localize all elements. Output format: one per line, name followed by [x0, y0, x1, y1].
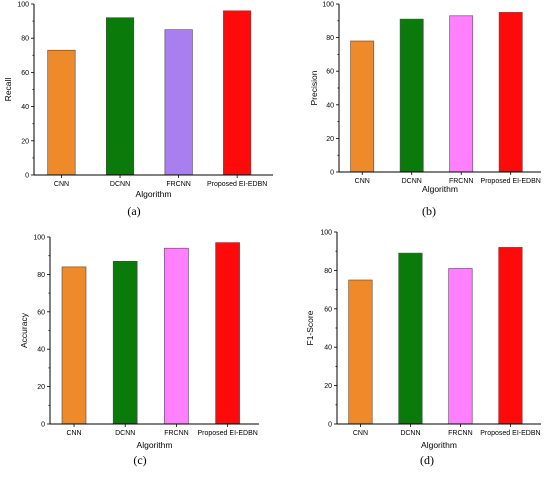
x-tick-label: CNN	[54, 181, 69, 188]
x-tick-label: FRCNN	[449, 178, 474, 185]
x-axis-title: Algorithm	[137, 440, 173, 450]
bar-dcnn	[398, 252, 423, 425]
y-tick-label: 100	[322, 2, 334, 9]
bar-frcnn	[164, 29, 193, 176]
bar-proposed-ei-edbn	[498, 247, 523, 425]
x-tick-label: Proposed EI-EDBN	[481, 178, 541, 185]
x-tick-label: Proposed EI-EDBN	[197, 430, 257, 437]
chart-panel-1: 0 20 40 60 80 100 CNN DCNN FRCNN Proposed EI-EDBN…	[3, 2, 273, 218]
y-axis-title: F1-Score	[305, 310, 315, 345]
x-tick-label: DCNN	[400, 430, 420, 437]
bar-proposed-ei-edbn	[498, 12, 523, 173]
y-tick-label: 20	[21, 138, 29, 145]
x-tick-label: DCNN	[115, 430, 135, 437]
panel-label: (c)	[133, 453, 146, 467]
x-tick-label: CNN	[353, 430, 368, 437]
bar-cnn	[350, 40, 375, 173]
x-tick-label: CNN	[66, 430, 81, 437]
y-tick-label: 60	[324, 306, 332, 313]
panel-label: (b)	[422, 204, 436, 218]
bar-dcnn	[106, 17, 135, 176]
y-tick-label: 80	[37, 272, 45, 279]
bar-cnn	[47, 49, 76, 176]
panel-label: (d)	[420, 453, 434, 467]
y-tick-label: 60	[37, 309, 45, 316]
y-tick-label: 20	[326, 136, 334, 143]
bar-frcnn	[448, 268, 473, 425]
bar-frcnn	[164, 247, 189, 425]
y-tick-label: 80	[326, 35, 334, 42]
y-tick-label: 100	[33, 235, 45, 242]
bar-proposed-ei-edbn	[223, 10, 252, 176]
bar-cnn	[61, 266, 87, 425]
y-tick-label: 100	[17, 2, 29, 9]
y-tick-label: 100	[320, 230, 332, 237]
y-axis-title: Recall	[3, 78, 13, 102]
y-tick-label: 60	[326, 69, 334, 76]
x-axis-title: Algorithm	[422, 184, 458, 194]
y-tick-label: 0	[330, 170, 334, 177]
chart-panel-4: 0 20 40 60 80 100 CNN DCNN FRCNN Proposed EI-EDBN…	[305, 230, 541, 467]
x-axis-title: Algorithm	[136, 189, 172, 199]
chart-panel-2: 0 20 40 60 80 100 CNN DCNN FRCNN Proposed EI-EDBN…	[309, 2, 541, 218]
x-tick-label: CNN	[355, 178, 370, 185]
bar-frcnn	[449, 15, 474, 173]
bar-cnn	[348, 279, 373, 425]
x-tick-label: FRCNN	[166, 181, 191, 188]
y-tick-label: 40	[37, 347, 45, 354]
bar-dcnn	[112, 260, 138, 425]
y-tick-label: 80	[324, 268, 332, 275]
x-tick-label: Proposed EI-EDBN	[207, 181, 267, 188]
bar-proposed-ei-edbn	[215, 242, 240, 425]
x-tick-label: Proposed EI-EDBN	[480, 430, 540, 437]
x-tick-label: FRCNN	[164, 430, 189, 437]
y-tick-label: 20	[324, 383, 332, 390]
y-axis-title: Accuracy	[19, 312, 29, 348]
y-tick-label: 40	[324, 345, 332, 352]
y-tick-label: 60	[21, 70, 29, 77]
y-tick-label: 0	[25, 173, 29, 180]
x-tick-label: FRCNN	[448, 430, 473, 437]
y-tick-label: 20	[37, 384, 45, 391]
x-axis-title: Algorithm	[421, 440, 457, 450]
x-tick-label: DCNN	[402, 178, 422, 185]
chart-panel-3: 0 20 40 60 80 100 CNN DCNN FRCNN Proposed EI-EDBN…	[19, 235, 259, 467]
panel-label: (a)	[127, 204, 140, 218]
x-tick-label: DCNN	[110, 181, 130, 188]
y-axis-title: Precision	[309, 70, 319, 105]
y-tick-label: 40	[326, 102, 334, 109]
y-tick-label: 0	[41, 422, 45, 429]
bar-dcnn	[399, 18, 424, 173]
y-tick-label: 0	[328, 422, 332, 429]
y-tick-label: 40	[21, 104, 29, 111]
y-tick-label: 80	[21, 36, 29, 43]
